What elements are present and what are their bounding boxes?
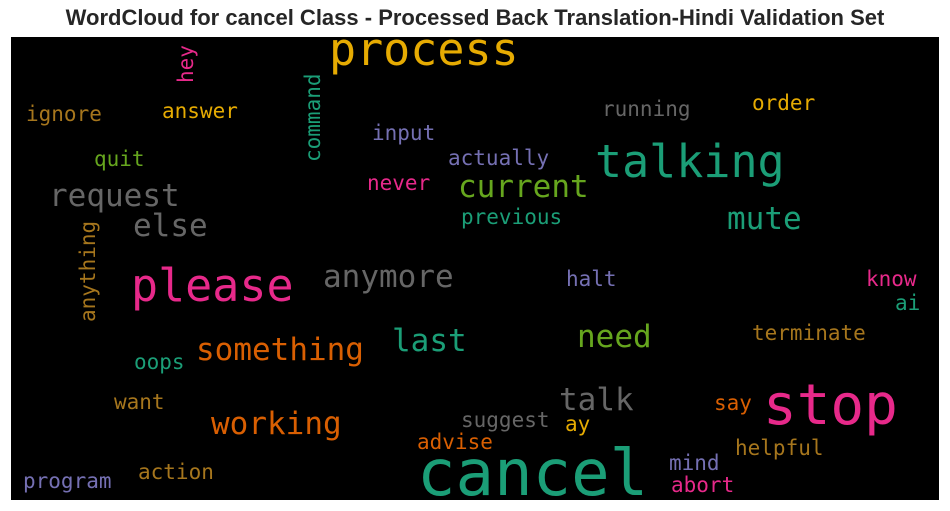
word-anymore: anymore [323, 259, 454, 295]
word-anything: anything [76, 220, 100, 322]
word-running: running [602, 97, 691, 121]
word-ay: ay [565, 412, 591, 436]
word-stop: stop [763, 373, 898, 438]
word-halt: halt [566, 267, 617, 291]
word-know: know [866, 267, 917, 291]
word-mute: mute [727, 201, 802, 237]
word-abort: abort [671, 473, 735, 497]
word-last: last [392, 323, 467, 359]
word-talk: talk [559, 382, 634, 418]
word-need: need [577, 319, 652, 355]
word-cancel: cancel [417, 437, 649, 500]
word-cloud-canvas: cancel stop please talking process somet… [11, 37, 939, 500]
word-never: never [367, 171, 431, 195]
word-previous: previous [461, 205, 563, 229]
word-else: else [133, 208, 208, 244]
word-want: want [114, 390, 165, 414]
word-program: program [23, 469, 112, 493]
word-request: request [49, 178, 180, 214]
word-order: order [752, 91, 816, 115]
word-hey: hey [174, 45, 198, 83]
word-answer: answer [162, 99, 238, 123]
word-action: action [138, 460, 214, 484]
word-suggest: suggest [461, 408, 550, 432]
word-working: working [211, 406, 342, 442]
word-actually: actually [448, 146, 550, 170]
word-terminate: terminate [752, 321, 866, 345]
word-ignore: ignore [26, 102, 102, 126]
word-something: something [196, 332, 364, 368]
word-current: current [458, 169, 589, 205]
word-please: please [131, 259, 294, 312]
chart-title: WordCloud for cancel Class - Processed B… [65, 5, 885, 30]
word-command: command [301, 73, 325, 162]
word-quit: quit [94, 147, 145, 171]
word-helpful: helpful [735, 436, 824, 460]
word-input: input [372, 121, 436, 145]
word-advise: advise [417, 430, 493, 454]
word-ai: ai [895, 291, 921, 315]
word-process: process [329, 37, 519, 76]
word-mind: mind [669, 451, 720, 475]
word-say: say [714, 391, 752, 415]
word-talking: talking [595, 135, 785, 188]
word-oops: oops [134, 350, 185, 374]
